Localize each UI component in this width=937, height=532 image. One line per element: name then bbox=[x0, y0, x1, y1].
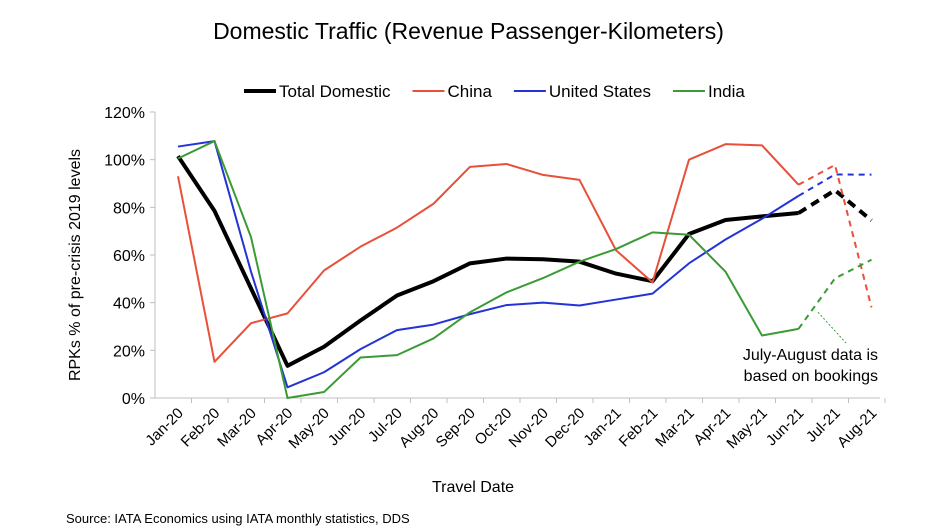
series-projection-india bbox=[797, 258, 872, 330]
x-tick-label: Feb-21 bbox=[616, 405, 662, 451]
annotation-line-2: based on bookings bbox=[744, 368, 878, 385]
x-tick-label: Jun-21 bbox=[763, 405, 807, 449]
annotation-line-1: July-August data is bbox=[743, 347, 878, 364]
y-axis-title: RPKs % of pre-crisis 2019 levels bbox=[67, 149, 84, 381]
x-tick-label: Jun-20 bbox=[325, 405, 369, 449]
x-tick-label: Aug-21 bbox=[834, 405, 880, 451]
y-tick-label: 40% bbox=[113, 296, 145, 313]
series-projection-united-states bbox=[797, 173, 872, 197]
legend-label-china: China bbox=[447, 82, 492, 101]
series-line-china bbox=[177, 143, 800, 363]
x-tick-label: Mar-21 bbox=[652, 405, 698, 451]
x-tick-label: Sep-20 bbox=[433, 405, 479, 451]
x-tick-label: May-20 bbox=[285, 405, 332, 452]
x-tick-label: Mar-20 bbox=[214, 405, 260, 451]
x-tick-label: Nov-20 bbox=[506, 405, 552, 451]
y-tick-label: 20% bbox=[113, 343, 145, 360]
x-axis-title: Travel Date bbox=[432, 479, 514, 496]
legend-label-united-states: United States bbox=[549, 82, 651, 101]
x-tick-label: Jan-20 bbox=[142, 405, 186, 449]
series-line-united-states bbox=[177, 140, 800, 389]
x-tick-label: May-21 bbox=[723, 405, 770, 452]
series-projection-china bbox=[798, 163, 873, 308]
series-projection-total-domestic bbox=[797, 187, 873, 222]
annotation-leader bbox=[817, 311, 847, 344]
x-tick-label: Dec-20 bbox=[542, 405, 588, 451]
legend-label-india: India bbox=[708, 82, 745, 101]
chart-title: Domestic Traffic (Revenue Passenger-Kilo… bbox=[213, 18, 724, 44]
y-tick-label: 0% bbox=[122, 391, 145, 408]
series-line-india bbox=[177, 140, 799, 399]
y-tick-label: 100% bbox=[104, 153, 145, 170]
y-tick-label: 60% bbox=[113, 248, 145, 265]
y-tick-label: 80% bbox=[113, 200, 145, 217]
source-note: Source: IATA Economics using IATA monthl… bbox=[66, 511, 410, 526]
series-line-total-domestic bbox=[176, 154, 799, 368]
x-tick-label: Aug-20 bbox=[396, 405, 442, 451]
legend-label-total-domestic: Total Domestic bbox=[279, 82, 391, 101]
x-tick-label: Jan-21 bbox=[580, 405, 624, 449]
x-tick-label: Feb-20 bbox=[178, 405, 224, 451]
y-tick-label: 120% bbox=[104, 105, 145, 122]
